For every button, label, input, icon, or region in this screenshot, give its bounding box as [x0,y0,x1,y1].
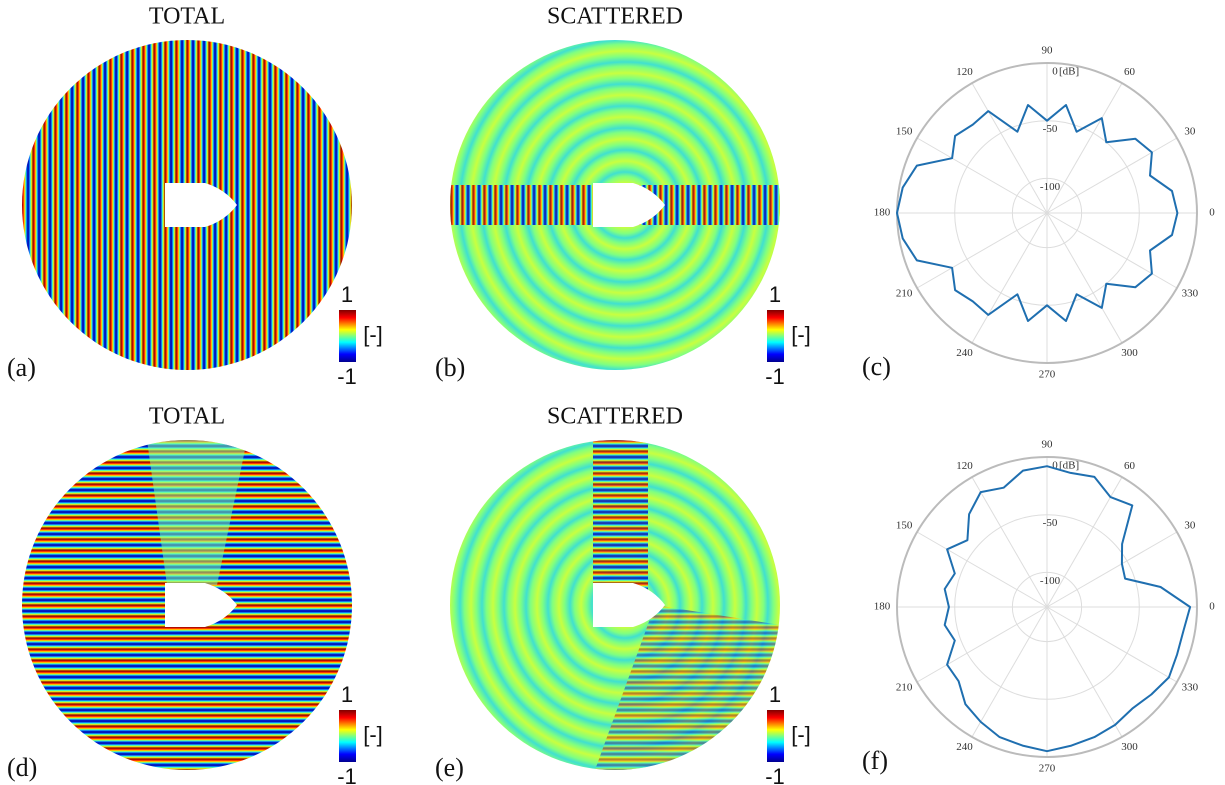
theta-grid-line [1047,213,1177,288]
panel-label: (a) [7,353,36,382]
theta-tick-label: 210 [896,682,913,694]
field [593,440,648,590]
theta-grid-line [917,532,1047,607]
theta-tick-label: 240 [956,347,973,359]
panels: TOTAL -1 1 [-] (a) SCATTERED -1 1 [-] (b) 0 30 60 90 1… [7,4,1215,785]
panel-label: (f) [862,746,888,775]
theta-grid-line [1047,607,1177,682]
colorbar-label: [-] [791,322,811,347]
colorbar [767,310,784,362]
field-plot [450,40,780,370]
theta-tick-label: 0 [1209,207,1215,219]
theta-tick-label: 30 [1184,126,1196,138]
panel-title: SCATTERED [547,4,683,30]
theta-tick-label: 60 [1124,66,1136,78]
theta-tick-label: 0 [1209,601,1215,613]
theta-tick-label: 330 [1182,288,1199,300]
colorbar-tick-label: -1 [765,364,785,389]
theta-tick-label: 330 [1182,682,1199,694]
colorbar-tick-label: -1 [765,764,785,785]
field-plot [22,40,352,370]
theta-tick-label: 150 [896,126,913,138]
theta-tick-label: 120 [956,66,973,78]
panel-label: (c) [862,352,891,381]
theta-grid-line [917,138,1047,213]
colorbar [767,710,784,762]
colorbar-label: [-] [791,722,811,747]
colorbar-label: [-] [363,722,383,747]
theta-tick-label: 180 [874,207,891,219]
theta-tick-label: 150 [896,520,913,532]
colorbar-tick-label: 1 [769,282,781,307]
r-tick-label: 0 [1052,66,1058,78]
r-unit-label: [dB] [1059,66,1079,78]
r-tick-label: -100 [1040,181,1061,193]
theta-tick-label: 270 [1039,369,1056,381]
theta-tick-label: 300 [1121,741,1138,753]
theta-tick-label: 120 [956,460,973,472]
panel-title: SCATTERED [547,404,683,430]
theta-tick-label: 240 [956,741,973,753]
theta-grid-line [972,213,1047,343]
theta-tick-label: 300 [1121,347,1138,359]
theta-grid-line [972,83,1047,213]
theta-grid-line [972,607,1047,737]
theta-tick-label: 270 [1039,763,1056,775]
field-plot [22,440,352,770]
figure: TOTAL -1 1 [-] (a) SCATTERED -1 1 [-] (b) 0 30 60 90 1… [0,0,1225,785]
theta-grid-line [917,213,1047,288]
polar-line [945,466,1190,751]
colorbar-tick-label: -1 [337,364,357,389]
colorbar [339,710,356,762]
panel-label: (e) [435,753,464,782]
theta-tick-label: 90 [1042,439,1054,451]
theta-grid-line [1047,83,1122,213]
colorbar-tick-label: -1 [337,764,357,785]
r-tick-label: -50 [1043,517,1058,529]
theta-grid-line [1047,213,1122,343]
colorbar-label: [-] [363,322,383,347]
r-tick-label: -50 [1043,123,1058,135]
theta-grid-line [1047,138,1177,213]
theta-grid-line [917,607,1047,682]
colorbar [339,310,356,362]
theta-tick-label: 180 [874,601,891,613]
panel-title: TOTAL [149,404,225,430]
colorbar-tick-label: 1 [769,682,781,707]
theta-tick-label: 210 [896,288,913,300]
colorbar-tick-label: 1 [341,282,353,307]
r-tick-label: -100 [1040,575,1061,587]
panel-title: TOTAL [149,4,225,30]
panel-label: (b) [435,353,465,382]
theta-tick-label: 60 [1124,460,1136,472]
colorbar-tick-label: 1 [341,682,353,707]
theta-grid-line [972,477,1047,607]
theta-grid-line [1047,607,1122,737]
panel-label: (d) [7,753,37,782]
theta-grid-line [1047,532,1177,607]
theta-tick-label: 90 [1042,45,1054,57]
theta-tick-label: 30 [1184,520,1196,532]
field-plot [450,440,780,770]
